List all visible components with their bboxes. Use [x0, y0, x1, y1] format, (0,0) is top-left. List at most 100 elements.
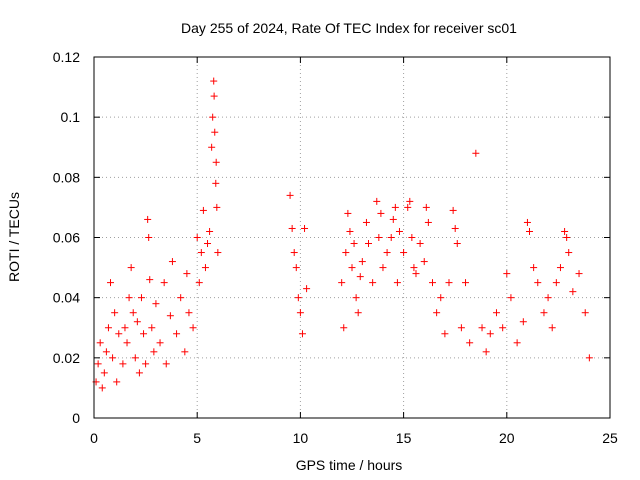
data-point [585, 354, 593, 362]
data-point [581, 309, 589, 317]
data-point [140, 330, 148, 338]
data-point [387, 234, 395, 241]
data-point [199, 206, 207, 214]
data-point [131, 354, 139, 362]
data-point [410, 264, 418, 272]
data-point [94, 360, 102, 368]
data-point [211, 128, 219, 136]
data-point [208, 143, 216, 151]
data-point [544, 294, 552, 302]
data-point [173, 330, 181, 338]
data-point [408, 234, 416, 241]
data-point [453, 240, 461, 248]
data-point [292, 264, 300, 272]
data-point [519, 318, 527, 326]
data-point [185, 309, 193, 317]
data-point [478, 324, 486, 332]
data-point [298, 330, 306, 338]
data-point [507, 294, 515, 302]
data-point [133, 318, 141, 326]
data-point [354, 309, 362, 317]
y-tick-label: 0.12 [53, 49, 80, 65]
y-tick-label: 0.1 [61, 109, 81, 125]
grid [94, 57, 610, 418]
data-points [92, 77, 593, 392]
data-point [96, 339, 104, 347]
data-point [437, 294, 445, 302]
data-point [127, 264, 135, 272]
data-point [213, 203, 221, 211]
x-tick-label: 5 [193, 430, 201, 446]
data-point [424, 218, 432, 226]
data-point [420, 258, 428, 266]
data-point [389, 215, 397, 223]
data-point [109, 354, 117, 362]
data-point [348, 264, 356, 272]
data-point [449, 206, 457, 214]
data-point [113, 378, 121, 386]
data-point [540, 309, 548, 317]
data-point [201, 264, 209, 272]
y-tick-label: 0.08 [53, 169, 80, 185]
data-point [451, 224, 459, 232]
data-point [102, 348, 110, 356]
data-point [526, 227, 534, 235]
x-tick-label: 15 [396, 430, 412, 446]
data-point [375, 234, 383, 241]
y-tick-label: 0 [72, 410, 80, 426]
data-point [373, 197, 381, 205]
data-point [369, 279, 377, 287]
data-point [393, 279, 401, 287]
data-point [377, 209, 385, 217]
data-point [189, 324, 197, 332]
data-point [565, 249, 573, 257]
data-point [210, 77, 218, 85]
data-point [422, 203, 430, 211]
data-point [492, 309, 500, 317]
data-point [156, 339, 164, 347]
data-point [561, 227, 569, 235]
data-point [125, 294, 133, 302]
data-point [100, 369, 108, 377]
data-point [412, 270, 420, 278]
data-point [530, 264, 538, 272]
data-point [433, 309, 441, 317]
data-point [145, 234, 153, 241]
data-point [356, 273, 364, 281]
data-point [472, 149, 480, 157]
axis-ticks: 0 5 10 15 20 25 0 0.02 0.04 0.06 0.08 0.1 0.12 [53, 49, 618, 446]
data-point [294, 294, 302, 302]
data-point [406, 197, 414, 205]
data-point [503, 270, 511, 278]
data-point [445, 279, 453, 287]
data-point [344, 209, 352, 217]
x-axis-label: GPS time / hours [296, 457, 403, 473]
data-point [210, 92, 218, 100]
data-point [204, 240, 212, 248]
data-point [206, 227, 214, 235]
data-point [212, 158, 220, 166]
data-point [391, 203, 399, 211]
data-point [534, 279, 542, 287]
data-point [358, 258, 366, 266]
data-point [365, 240, 373, 248]
data-point [166, 312, 174, 320]
data-point [499, 324, 507, 332]
data-point [552, 279, 560, 287]
data-point [195, 279, 203, 287]
data-point [135, 369, 143, 377]
data-point [144, 215, 152, 223]
data-point [214, 249, 222, 257]
data-point [160, 279, 168, 287]
data-point [142, 360, 150, 368]
data-point [115, 330, 123, 338]
data-point [152, 300, 160, 308]
x-tick-label: 10 [293, 430, 309, 446]
data-point [137, 294, 145, 302]
data-point [296, 309, 304, 317]
data-point [556, 264, 564, 272]
data-point [209, 113, 217, 121]
data-point [129, 309, 137, 317]
data-point [98, 384, 106, 392]
data-point [290, 249, 298, 257]
